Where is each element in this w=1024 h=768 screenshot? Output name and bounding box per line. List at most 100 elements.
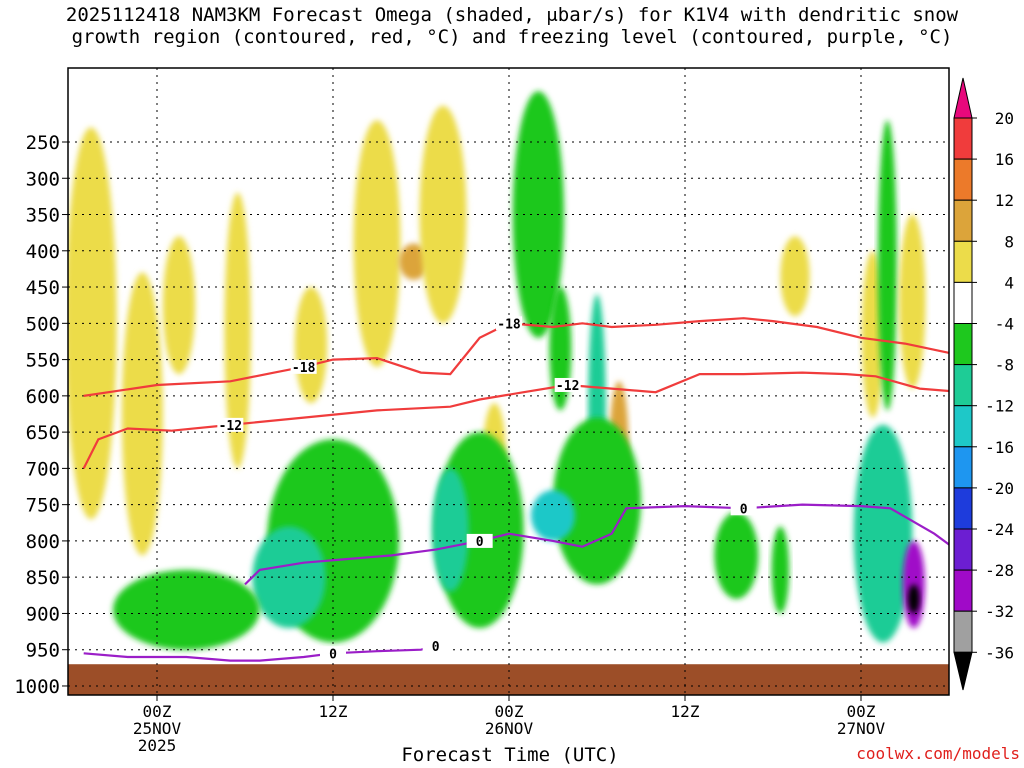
colorbar-label-9: -20 [985, 479, 1014, 498]
contour-label-bg-1-1 [554, 377, 581, 392]
colorbar-bin-4 [953, 240, 973, 283]
contour-line-1 [82, 371, 949, 469]
omega-blob-13 [553, 417, 641, 585]
contour-label-1-0: -12 [219, 419, 242, 434]
contour-label-bg-2-1 [730, 501, 757, 516]
contour-label-2-0: 0 [476, 535, 484, 550]
colorbar-bin-2 [953, 158, 973, 201]
colorbar-label-2: 12 [995, 191, 1014, 210]
colorbar-bin-9 [953, 446, 973, 489]
colorbar-label-3: 8 [1004, 232, 1014, 251]
colorbar-bottom-arrow [953, 651, 973, 691]
y-tick-label-400: 400 [26, 241, 60, 263]
y-tick-label-950: 950 [26, 640, 60, 662]
colorbar-label-10: -24 [985, 520, 1014, 539]
omega-blob-27 [902, 540, 925, 628]
ground [68, 664, 949, 695]
y-tick-label-800: 800 [26, 531, 60, 553]
title-line-1: 2025112418 NAM3KM Forecast Omega (shaded… [65, 4, 959, 26]
contour-line-0 [83, 317, 949, 397]
omega-blob-20 [714, 511, 759, 599]
y-tick-label-850: 850 [26, 567, 60, 589]
contour-label-bg-3-0 [320, 646, 346, 661]
colorbar-label-0: 20 [995, 109, 1014, 128]
y-tick-label-550: 550 [26, 350, 60, 372]
x-tick-label-0-2: 25NOV [133, 719, 182, 738]
omega-blob-22 [780, 236, 810, 317]
y-tick-label-700: 700 [26, 458, 60, 480]
contour-line-3 [83, 645, 436, 662]
x-tick-label-0-3: 2025 [138, 736, 177, 755]
omega-blob-0 [68, 127, 117, 520]
contour-label-2-1: 0 [740, 502, 748, 517]
colorbar-label-4: 4 [1004, 273, 1014, 292]
y-tick-label-1000: 1000 [14, 676, 60, 698]
omega-blob-28 [907, 584, 920, 614]
colorbar-bin-13 [953, 610, 973, 653]
y-tick-label-900: 900 [26, 603, 60, 625]
omega-blob-2 [162, 236, 196, 375]
colorbar: 20 16 12 8 4 -4 -8 -12 -16 -20 -24 -28 -32 -36 [953, 77, 1014, 691]
x-tick-label-24-2: 26NOV [485, 719, 534, 738]
credit-text: coolwx.com/models [856, 744, 1020, 763]
y-tick-label-750: 750 [26, 495, 60, 517]
omega-blob-16 [432, 468, 469, 592]
contour-label-3-0: 0 [329, 647, 337, 662]
y-tick-label-250: 250 [26, 132, 60, 154]
x-tick-label-48-1: 00Z [847, 702, 876, 721]
y-tick-label-450: 450 [26, 277, 60, 299]
colorbar-label-6: -8 [995, 356, 1014, 375]
colorbar-bin-8 [953, 405, 973, 448]
colorbar-label-8: -16 [985, 438, 1014, 457]
x-tick-label-24-1: 00Z [495, 702, 524, 721]
x-tick-label-48-2: 27NOV [837, 719, 886, 738]
colorbar-bin-5 [953, 281, 973, 324]
omega-blob-14 [531, 490, 575, 541]
contour-line-2 [244, 503, 949, 586]
title-line-2: growth region (contoured, red, °C) and f… [71, 26, 953, 48]
omega-blob-18 [252, 526, 326, 628]
contour-label-bg-3-1 [422, 639, 449, 654]
y-tick-label-600: 600 [26, 386, 60, 408]
colorbar-top-arrow [953, 77, 973, 119]
contour-label-0-1: -18 [497, 317, 521, 332]
colorbar-bin-1 [953, 117, 973, 160]
omega-blob-4 [294, 287, 328, 404]
y-tick-label-350: 350 [26, 205, 60, 227]
colorbar-bin-10 [953, 487, 973, 530]
contour-label-0-0: -18 [292, 361, 316, 376]
chart-title: 2025112418 NAM3KM Forecast Omega (shaded… [0, 4, 1024, 48]
omega-blob-1 [121, 272, 163, 556]
omega-blob-3 [224, 192, 251, 469]
y-tick-label-650: 650 [26, 422, 60, 444]
y-axis: 250 300 350 400 450 500 550 600 650 700 750 800 850 9… [14, 132, 68, 698]
contour-label-bg-0-1 [496, 316, 522, 331]
contour-label-bg-0-0 [290, 359, 317, 374]
colorbar-label-13: -36 [985, 643, 1014, 662]
x-tick-label-12-1: 12Z [319, 702, 348, 721]
colorbar-label-1: 16 [995, 150, 1014, 169]
contours: -18 -18 -12 -12 0 0 0 0 [82, 316, 949, 662]
colorbar-label-11: -28 [985, 561, 1014, 580]
colorbar-bin-3 [953, 199, 973, 242]
omega-blob-5 [353, 120, 401, 367]
contour-label-bg-1-0 [217, 417, 244, 432]
colorbar-bin-11 [953, 528, 973, 571]
colorbar-bin-12 [953, 569, 973, 612]
omega-blob-19 [112, 569, 260, 650]
contour-label-1-1: -12 [556, 379, 579, 394]
y-tick-label-500: 500 [26, 313, 60, 335]
colorbar-bin-6 [953, 323, 973, 366]
omega-blob-6 [399, 243, 429, 280]
ground-fill [68, 664, 949, 695]
omega-blob-24 [877, 120, 897, 411]
x-axis-label: Forecast Time (UTC) [401, 744, 619, 766]
x-tick-label-0-1: 00Z [143, 702, 172, 721]
x-tick-label-36-1: 12Z [671, 702, 700, 721]
colorbar-label-5: -4 [995, 315, 1014, 334]
omega-blob-25 [899, 214, 926, 389]
omega-blob-21 [771, 526, 790, 614]
colorbar-label-7: -12 [985, 397, 1014, 416]
